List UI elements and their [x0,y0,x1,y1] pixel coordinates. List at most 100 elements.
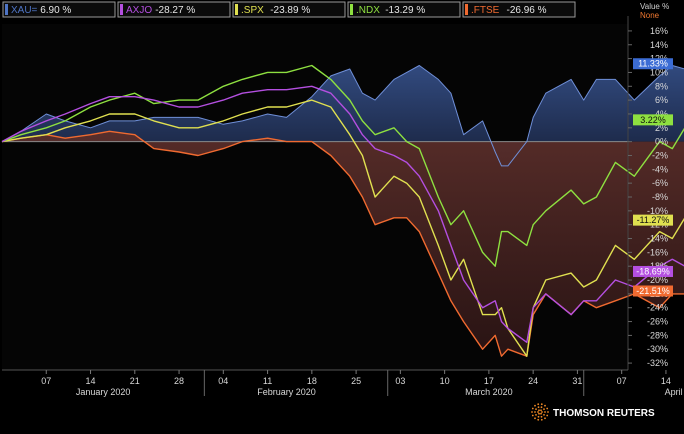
series-line-xau [1,65,684,167]
legend-swatch [120,4,123,15]
logo-dot [540,412,542,415]
logo-dot [537,415,540,418]
y-tick-label: 14% [650,40,668,50]
last-value-label: -11.27% [637,215,670,225]
y-tick-label: -4% [652,164,668,174]
series-area-ftse [2,131,684,357]
legend-swatch [235,4,238,15]
logo-dot [540,403,543,406]
x-month-label: April 2020 [665,387,684,397]
y-tick-label: 8% [655,81,668,91]
series-line-axjo [1,85,684,343]
legend-value: -23.89 % [270,5,310,16]
logo-dot [540,418,543,421]
y-tick-label: -10% [647,206,668,216]
logo-dot [546,407,549,410]
brand-name: THOMSON REUTERS [553,408,655,419]
y-tick-label: 4% [655,109,668,119]
logo-dot [534,411,536,413]
value-header-subtitle: None [640,11,660,20]
x-tick-label: 04 [218,376,228,386]
legend-box [2,1,116,18]
logo-dot [531,407,534,410]
x-tick-label: 31 [572,376,582,386]
y-tick-label: -2% [652,150,668,160]
x-tick-label: 14 [661,376,671,386]
x-tick-label: 14 [86,376,96,386]
y-tick-label: 2% [655,123,668,133]
logo-dot [537,418,540,421]
logo-dot [547,411,549,413]
x-tick-label: 17 [484,376,494,386]
logo-dot [544,411,546,413]
logo-dot [541,411,543,413]
last-value-tag-ndx [633,114,673,126]
y-tick-label: -30% [647,344,668,354]
last-value-label: -21.51% [636,286,670,296]
legend-value: 6.90 % [40,5,71,16]
last-value-label: 3.22% [640,115,666,125]
x-tick-label: 28 [174,376,184,386]
x-tick-label: 21 [130,376,140,386]
legend-swatch [465,4,468,15]
last-value-tag-spx [633,214,673,226]
y-tick-label: -24% [647,303,668,313]
logo-dot [535,414,537,416]
last-value-tag-ftse [633,285,673,297]
x-tick-label: 11 [263,376,272,386]
logo-dot [540,409,542,412]
logo-dot [540,406,543,409]
legend-value: -26.96 % [507,5,547,16]
y-tick-label: 10% [650,67,668,77]
legend-item-ndx[interactable]: .NDX -13.29 % [347,1,461,18]
legend-item-ftse[interactable]: .FTSE -26.96 % [462,1,576,18]
legend-item-xau[interactable]: XAU= 6.90 % [2,1,116,18]
x-tick-label: 10 [440,376,450,386]
legend-ticker: AXJO [126,5,152,16]
y-tick-label: 16% [650,26,668,36]
last-value-tag-axjo [633,265,673,277]
logo-dot [543,414,545,416]
legend-swatch [5,4,8,15]
y-tick-label: -8% [652,192,668,202]
logo-dot [538,409,540,412]
legend-ticker: XAU= [11,5,38,16]
logo-dot [534,404,536,407]
x-tick-label: 03 [395,376,405,386]
legend-item-axjo[interactable]: AXJO -28.27 % [117,1,231,18]
logo-dot [534,417,536,420]
logo-dot [544,404,546,407]
y-tick-label: -32% [647,358,668,368]
y-tick-label: 6% [655,95,668,105]
x-tick-label: 18 [307,376,317,386]
legend-item-spx[interactable]: .SPX -23.89 % [232,1,346,18]
series-line-ftse [1,130,684,357]
x-tick-label: 07 [617,376,627,386]
legend-box [347,1,461,18]
legend-ticker: .SPX [241,5,264,16]
y-tick-label: -20% [647,275,668,285]
legend-value: -28.27 % [155,5,195,16]
logo-dot [544,417,546,420]
y-tick-label: -14% [647,234,668,244]
y-tick-label: -16% [647,247,668,257]
logo-dot [538,412,540,415]
logo-dot [543,408,545,410]
logo-dot [535,408,537,410]
legend-box [117,1,231,18]
legend-box [232,1,346,18]
logo-dot [537,403,540,406]
series-area-xau [2,65,684,166]
legend-swatch [350,4,353,15]
x-tick-label: 25 [351,376,361,386]
y-tick-label: 0% [655,137,668,147]
x-tick-label: 24 [528,376,538,386]
legend-ticker: .FTSE [471,5,500,16]
logo-dot [531,411,533,413]
legend-value: -13.29 % [385,5,425,16]
y-tick-label: -6% [652,178,668,188]
x-month-label: March 2020 [465,387,513,397]
logo-dot [537,406,540,409]
